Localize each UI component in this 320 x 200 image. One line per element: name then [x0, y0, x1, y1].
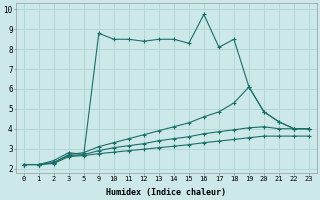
X-axis label: Humidex (Indice chaleur): Humidex (Indice chaleur)	[106, 188, 226, 197]
